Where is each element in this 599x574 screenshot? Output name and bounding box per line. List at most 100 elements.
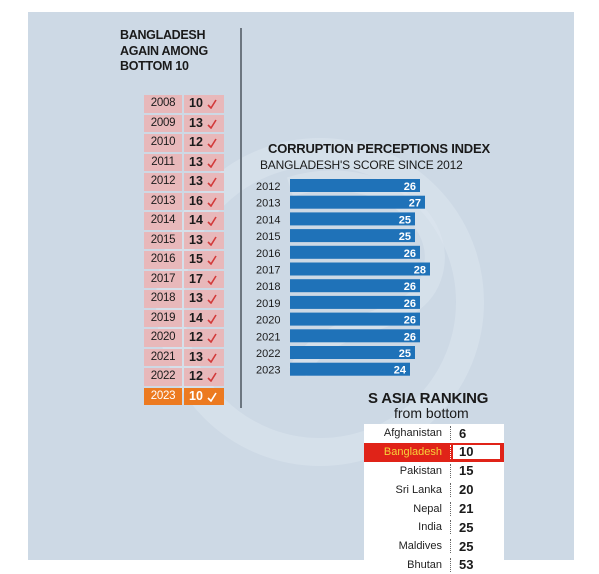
south-asia-subtitle: from bottom (394, 405, 469, 421)
rank-row-2010: 2010 12 (144, 133, 226, 153)
rank-row-2015: 2015 13 (144, 231, 226, 251)
rank-year-label: 2020 (144, 329, 182, 347)
rank-year-label: 2018 (144, 290, 182, 308)
left-title-line-2: AGAIN AMONG (120, 43, 208, 58)
rank-year-label: 2012 (144, 173, 182, 191)
rank-year-label: 2008 (144, 95, 182, 113)
rank-row-2016: 2016 15 (144, 250, 226, 270)
rank-value: 14 (184, 212, 224, 230)
south-asia-row-nepal: Nepal 21 (364, 499, 504, 518)
bar-2020 (290, 312, 420, 326)
south-asia-row-pakistan: Pakistan 15 (364, 462, 504, 481)
south-asia-row-afghanistan: Afghanistan 6 (364, 424, 504, 443)
country-name: Afghanistan (383, 427, 442, 440)
rank-year-label: 2023 (144, 387, 182, 405)
country-rank: 21 (459, 501, 474, 517)
dotted-separator (450, 426, 451, 441)
bar-2017 (290, 262, 430, 276)
country-name: Sri Lanka (395, 483, 442, 496)
rank-value: 15 (184, 251, 224, 269)
bar-2013 (290, 195, 425, 209)
country-name: India (418, 521, 442, 534)
tick-mark-icon (207, 255, 217, 265)
bar-2023 (290, 362, 410, 376)
rank-value-text: 13 (189, 349, 203, 364)
rank-year-label: 2009 (144, 114, 182, 132)
bar-value-label: 27 (409, 198, 421, 210)
rank-year-label: 2016 (144, 251, 182, 269)
bar-value-label: 26 (404, 298, 416, 310)
bar-2018 (290, 279, 420, 293)
bar-category-label: 2019 (256, 298, 280, 310)
tick-mark-icon (207, 119, 217, 129)
country-rank: 10 (453, 445, 500, 460)
bar-category-label: 2022 (256, 348, 280, 360)
bar-value-label: 25 (399, 348, 411, 360)
country-rank: 25 (459, 538, 474, 554)
bar-2016 (290, 245, 420, 259)
rank-value-text: 13 (189, 232, 203, 247)
tick-mark-icon (207, 177, 217, 187)
bar-category-label: 2023 (256, 365, 280, 377)
bar-category-label: 2018 (256, 281, 280, 293)
dotted-separator (450, 445, 451, 460)
rank-value: 13 (184, 348, 224, 366)
tick-mark-icon (207, 353, 217, 363)
rank-year-label: 2013 (144, 192, 182, 210)
tick-mark-icon (207, 138, 217, 148)
rank-year-label: 2014 (144, 212, 182, 230)
rank-row-2017: 2017 17 (144, 270, 226, 290)
rank-row-2012: 2012 13 (144, 172, 226, 192)
rank-value-text: 13 (189, 154, 203, 169)
country-rank: 25 (459, 519, 474, 535)
rank-value-text: 14 (189, 213, 203, 227)
bar-2012 (290, 179, 420, 192)
rank-year-label: 2019 (144, 309, 182, 327)
country-name: Maldives (398, 540, 442, 553)
bar-2019 (290, 295, 420, 309)
bar-value-label: 25 (399, 231, 411, 243)
bar-value-label: 26 (404, 315, 416, 327)
bar-value-label: 26 (404, 248, 416, 260)
south-asia-row-bangladesh: Bangladesh 10 (364, 442, 504, 462)
bar-2015 (290, 229, 415, 243)
country-rank: 15 (459, 463, 474, 479)
rank-value-text: 10 (189, 96, 203, 110)
dotted-separator (450, 463, 451, 478)
rank-year-label: 2015 (144, 231, 182, 249)
rank-row-2022: 2022 12 (144, 367, 226, 387)
south-asia-row-bhutan: Bhutan 53 (364, 556, 504, 574)
left-title-line-1: BANGLADESH (120, 28, 206, 42)
rank-year-label: 2021 (144, 348, 182, 366)
rank-value-text: 15 (189, 252, 203, 266)
rank-row-2020: 2020 12 (144, 328, 226, 348)
tick-mark-icon (207, 275, 217, 285)
rank-value: 12 (184, 134, 224, 152)
bar-value-label: 24 (394, 365, 407, 377)
bar-2021 (290, 329, 420, 343)
rank-row-2013: 2013 16 (144, 192, 226, 212)
tick-mark-icon (207, 99, 217, 109)
tick-mark-icon (207, 372, 217, 382)
left-panel-title: BANGLADESH AGAIN AMONG BOTTOM 10 (120, 28, 228, 75)
dotted-separator (450, 501, 451, 516)
country-name: Pakistan (399, 464, 442, 477)
infographic-panel: BANGLADESH AGAIN AMONG BOTTOM 10 2008 10 2… (28, 12, 574, 574)
rank-value-text: 13 (189, 291, 203, 305)
rank-value-text: 17 (189, 271, 203, 286)
rank-row-2014: 2014 14 (144, 211, 226, 231)
rank-row-2019: 2019 14 (144, 309, 226, 329)
cpi-bar-chart: 2012 26 2013 27 2014 25 2015 25 2016 26 2017 28 2018… (256, 179, 430, 377)
tick-mark-icon (207, 236, 217, 246)
bar-value-label: 26 (404, 181, 416, 193)
bar-value-label: 25 (399, 214, 411, 226)
south-asia-ranking-table: Afghanistan 6 Bangladesh 10 Pakistan 15 Sri La… (364, 424, 504, 574)
rank-value: 10 (184, 95, 224, 113)
bar-category-label: 2012 (256, 181, 280, 193)
rank-value: 13 (184, 173, 224, 191)
tick-mark-icon (207, 197, 217, 207)
south-asia-row-sri-lanka: Sri Lanka 20 (364, 480, 504, 499)
bar-category-label: 2021 (256, 331, 280, 343)
rank-row-2023: 2023 10 (144, 387, 226, 407)
country-name: Bangladesh (383, 446, 442, 459)
